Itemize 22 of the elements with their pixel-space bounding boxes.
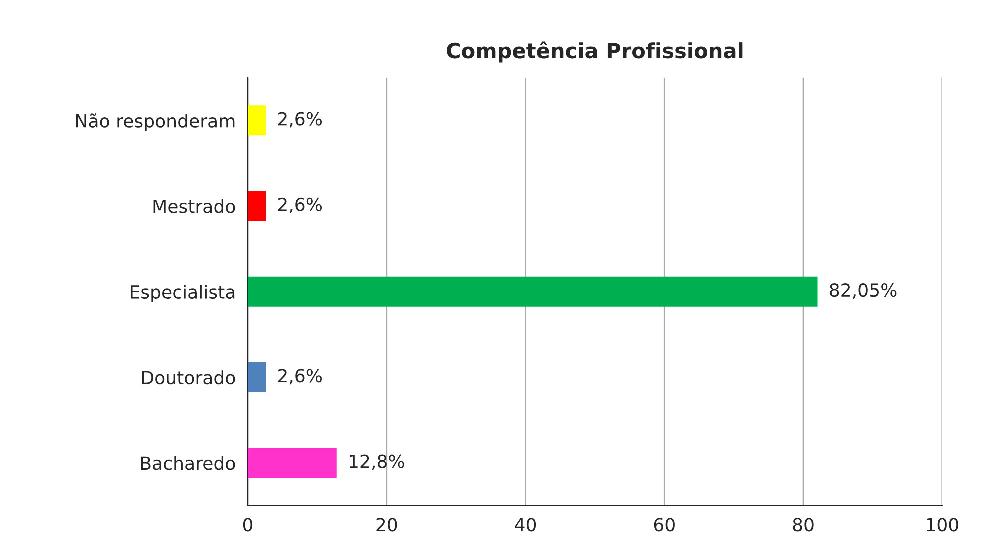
bar [248, 276, 818, 307]
data-label: 2,6% [278, 198, 322, 214]
x-tick-label: 60 [654, 518, 675, 532]
bar [248, 106, 266, 136]
x-tick-label: 80 [793, 518, 814, 532]
y-tick-label: Bacharedo [141, 456, 236, 470]
bar [248, 448, 337, 478]
y-tick-label: Doutorado [142, 370, 236, 385]
data-label: 2,6% [278, 112, 322, 128]
x-tick-label: 40 [515, 518, 536, 532]
x-tick-label: 100 [927, 518, 958, 532]
x-tick-label: 0 [243, 518, 253, 532]
data-label: 82,05% [830, 283, 897, 299]
bar [248, 362, 266, 393]
y-tick-label: Mestrado [154, 199, 236, 214]
x-tick-label: 20 [376, 518, 398, 532]
y-tick-label: Não responderam [76, 114, 235, 132]
chart-title: Competência Profissional [447, 42, 743, 63]
y-tick-label: Especialista [130, 285, 235, 303]
data-label: 12,8% [350, 454, 404, 470]
bar [248, 191, 266, 222]
data-label: 2,6% [278, 369, 322, 385]
